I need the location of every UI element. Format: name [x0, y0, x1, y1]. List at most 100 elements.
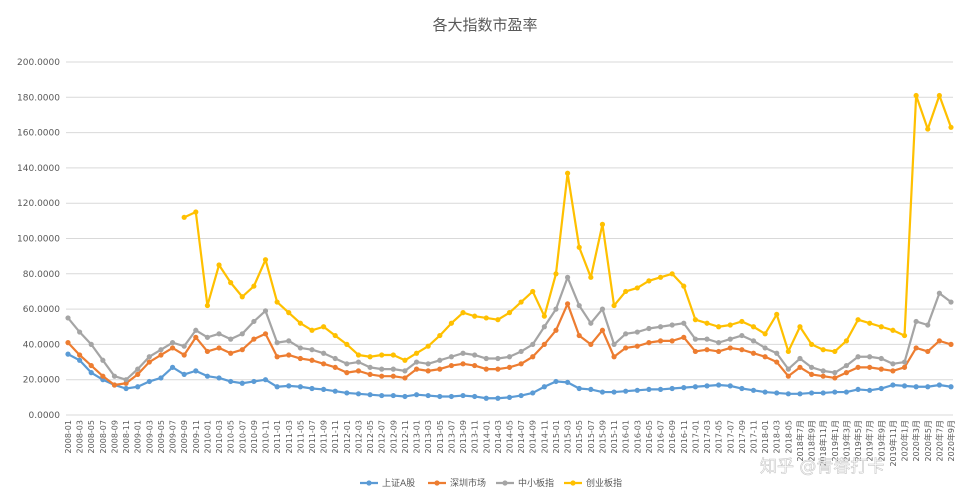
data-point — [832, 370, 838, 376]
data-point — [669, 322, 675, 328]
data-point — [948, 341, 954, 347]
data-point — [925, 126, 931, 132]
data-point — [576, 302, 582, 309]
y-axis-tick-labels: 0.0000 20.0000 40.0000 60.0000 80.0000 100.00… — [17, 58, 60, 421]
data-point — [576, 332, 582, 339]
data-point — [530, 390, 536, 396]
data-point — [878, 324, 884, 330]
svg-text:知乎 @青春打卡: 知乎 @青春打卡 — [760, 457, 884, 477]
data-point — [611, 354, 617, 360]
x-tick-label: 2019年7月 — [865, 420, 875, 461]
x-tick-label: 2010-09 — [250, 420, 259, 453]
data-point — [808, 341, 815, 347]
x-tick-label: 2011-05 — [296, 420, 305, 453]
data-point — [867, 387, 873, 393]
data-point — [355, 352, 362, 358]
data-point — [483, 395, 489, 401]
x-tick-label: 2017-01 — [691, 420, 700, 453]
data-point — [727, 345, 733, 351]
legend-label: 深圳市场 — [450, 477, 486, 489]
data-point — [88, 370, 94, 376]
data-point — [808, 390, 815, 396]
data-point — [588, 341, 594, 347]
data-point — [402, 393, 408, 400]
x-tick-label: 2011-03 — [285, 420, 294, 453]
data-point — [413, 366, 420, 372]
x-tick-label: 2020年5月 — [923, 420, 933, 461]
data-point — [832, 389, 838, 395]
x-tick-label: 2008-05 — [87, 420, 96, 453]
data-point — [936, 290, 942, 296]
data-point — [913, 318, 919, 325]
data-point — [297, 384, 303, 390]
data-point — [611, 389, 617, 395]
data-point — [646, 278, 652, 284]
x-tick-label: 2018-01 — [761, 420, 770, 453]
x-tick-label: 2009-01 — [134, 420, 143, 453]
data-point — [808, 371, 815, 378]
data-point — [309, 357, 315, 363]
x-tick-label: 2019年3月 — [841, 420, 851, 461]
data-point — [495, 355, 501, 362]
data-point — [77, 357, 83, 363]
data-point — [797, 324, 803, 330]
data-point — [216, 262, 222, 268]
data-point — [901, 383, 908, 389]
x-tick-label: 2013-09 — [459, 420, 468, 453]
legend-item: 深圳市场 — [428, 477, 486, 489]
data-point — [553, 271, 559, 277]
data-point — [286, 352, 292, 358]
data-point — [820, 368, 826, 374]
data-point — [483, 315, 489, 321]
data-point — [704, 347, 710, 353]
data-point — [390, 352, 396, 358]
data-point — [727, 336, 733, 342]
x-tick-label: 2016-05 — [645, 420, 654, 453]
data-point — [797, 391, 803, 397]
data-point — [77, 329, 83, 335]
data-point — [181, 343, 187, 349]
data-point — [518, 299, 524, 305]
x-tick-label: 2020年7月 — [934, 420, 944, 461]
data-point — [657, 274, 664, 280]
data-point — [425, 392, 431, 399]
data-point — [216, 331, 222, 337]
data-point — [599, 306, 606, 312]
data-point — [785, 366, 791, 372]
x-tick-label: 2011-01 — [273, 420, 282, 453]
y-tick-label: 200.0000 — [17, 58, 60, 68]
data-point — [402, 368, 408, 374]
series-line — [67, 276, 952, 381]
data-point — [913, 384, 919, 390]
data-point — [913, 345, 919, 351]
x-axis-tick-labels: 2008-01 2008-03 2008-05 2008-07 2008-09 2008-… — [64, 420, 956, 467]
data-point — [913, 92, 919, 99]
data-point — [135, 366, 141, 372]
x-tick-label: 2008-01 — [64, 420, 73, 453]
x-tick-label: 2017-09 — [738, 420, 747, 453]
data-point — [832, 375, 838, 381]
x-tick-label: 2016-09 — [668, 420, 677, 453]
data-point — [65, 351, 71, 357]
data-point — [321, 386, 327, 393]
x-tick-label: 2017-05 — [715, 420, 724, 453]
data-point — [425, 368, 431, 374]
y-tick-label: 160.0000 — [17, 129, 60, 139]
x-tick-label: 2011-09 — [320, 420, 329, 453]
data-point — [483, 366, 489, 372]
y-tick-label: 140.0000 — [17, 164, 60, 174]
data-point — [843, 362, 850, 369]
data-point — [332, 355, 338, 362]
y-tick-label: 60.0000 — [23, 305, 60, 315]
data-point — [855, 386, 861, 393]
data-point — [704, 383, 710, 389]
data-point — [355, 368, 362, 374]
legend-label: 上证A股 — [382, 478, 415, 489]
data-point — [228, 280, 234, 286]
data-point — [274, 354, 280, 360]
data-point — [774, 350, 780, 356]
data-point — [750, 350, 757, 356]
data-point — [460, 350, 466, 356]
data-point — [495, 395, 501, 401]
data-point — [262, 377, 269, 383]
